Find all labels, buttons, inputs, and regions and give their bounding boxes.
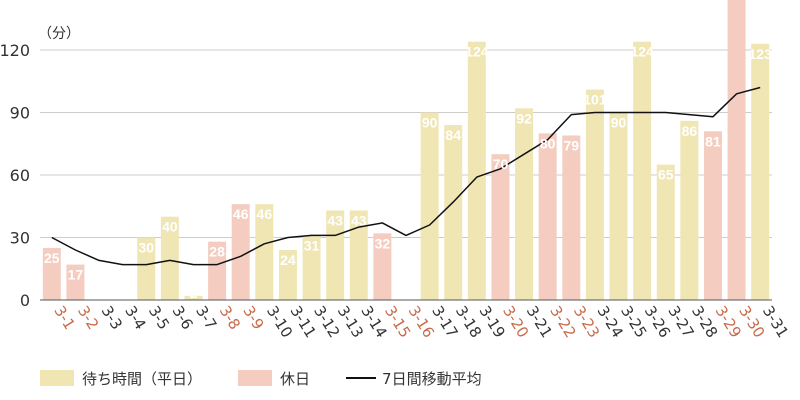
legend-label-moving-average: 7日間移動平均 bbox=[382, 369, 482, 388]
x-tick-label: 3-6 bbox=[168, 303, 196, 333]
legend-swatch-moving-average bbox=[346, 377, 377, 379]
bar-value-label: 86 bbox=[682, 123, 698, 139]
x-tick-label: 3-9 bbox=[239, 303, 267, 333]
bar-value-label: 46 bbox=[257, 206, 273, 222]
x-tick-label: 3-3 bbox=[98, 303, 126, 333]
bar-value-label: 2 bbox=[190, 285, 198, 301]
bar bbox=[184, 295, 203, 300]
bar-value-label: 30 bbox=[138, 240, 154, 256]
x-tick-label: 3-7 bbox=[192, 303, 220, 333]
bar bbox=[278, 250, 297, 300]
bar-value-label: 46 bbox=[233, 206, 249, 222]
bar bbox=[727, 0, 746, 300]
legend-swatch-weekday bbox=[40, 370, 74, 386]
y-tick-label: 90 bbox=[10, 104, 30, 123]
bar bbox=[609, 112, 628, 300]
x-tick-label: 3-4 bbox=[121, 303, 149, 333]
bar bbox=[633, 41, 652, 300]
legend: 待ち時間（平日） 休日 7日間移動平均 bbox=[40, 366, 518, 390]
bar-value-label: 84 bbox=[445, 127, 461, 143]
bar bbox=[585, 89, 604, 300]
bar-value-label: 17 bbox=[68, 267, 84, 283]
bar bbox=[137, 237, 156, 300]
bar-value-label: 124 bbox=[630, 44, 654, 60]
bar bbox=[420, 112, 439, 300]
y-tick-label: 60 bbox=[10, 166, 30, 185]
bar-value-label: 65 bbox=[658, 167, 674, 183]
bar bbox=[160, 216, 179, 300]
bar-value-label: 31 bbox=[304, 237, 320, 253]
bar bbox=[491, 154, 510, 300]
x-tick-label: 3-31 bbox=[759, 303, 792, 341]
bar bbox=[349, 210, 368, 300]
bar-value-label: 0 bbox=[95, 285, 103, 301]
moving-average-line bbox=[51, 86, 761, 266]
x-tick-label: 3-2 bbox=[74, 303, 102, 333]
bar bbox=[538, 133, 557, 300]
bar bbox=[231, 204, 250, 300]
bar-value-label: 24 bbox=[280, 252, 296, 268]
legend-item-weekday: 待ち時間（平日） bbox=[40, 368, 202, 389]
bar bbox=[42, 247, 61, 300]
bar bbox=[302, 235, 321, 300]
bar-value-label: 79 bbox=[564, 137, 580, 153]
bar-value-label: 0 bbox=[402, 285, 410, 301]
legend-label-holiday: 休日 bbox=[280, 369, 311, 388]
bar-value-label: 81 bbox=[705, 133, 721, 149]
bar-value-label: 25 bbox=[44, 250, 60, 266]
bar-value-label: 90 bbox=[422, 115, 438, 131]
bar-value-label: 124 bbox=[465, 44, 489, 60]
bar bbox=[680, 120, 699, 300]
bar bbox=[326, 210, 345, 300]
bar-value-label: 92 bbox=[516, 110, 532, 126]
legend-label-weekday: 待ち時間（平日） bbox=[82, 369, 203, 388]
bar-value-label: 28 bbox=[209, 244, 225, 260]
bar-value-label: 80 bbox=[540, 135, 556, 151]
y-tick-label: 120 bbox=[0, 41, 30, 60]
bar bbox=[66, 264, 85, 300]
x-tick-label: 3-5 bbox=[145, 303, 173, 333]
legend-item-holiday: 休日 bbox=[238, 368, 310, 389]
bar bbox=[562, 135, 581, 300]
bar-value-label: 32 bbox=[375, 235, 391, 251]
bar-value-label: 0 bbox=[119, 285, 127, 301]
x-tick-label: 3-8 bbox=[216, 303, 244, 333]
bar bbox=[703, 131, 722, 300]
bar bbox=[373, 233, 392, 300]
y-unit-label: （分） bbox=[38, 26, 80, 42]
legend-item-moving-average: 7日間移動平均 bbox=[346, 368, 482, 389]
bar bbox=[751, 43, 770, 300]
bar-value-label: 123 bbox=[749, 46, 773, 62]
bar-value-label: 43 bbox=[351, 212, 367, 228]
y-tick-label: 30 bbox=[10, 229, 30, 248]
bar bbox=[444, 125, 463, 300]
bar bbox=[515, 108, 534, 300]
x-tick-label: 3-1 bbox=[50, 303, 78, 333]
bar-value-label: 43 bbox=[327, 212, 343, 228]
bar bbox=[255, 204, 274, 300]
bar-value-label: 101 bbox=[583, 92, 607, 108]
bar bbox=[467, 41, 486, 300]
y-tick-label: 0 bbox=[20, 291, 30, 310]
bar bbox=[208, 241, 227, 300]
bar bbox=[656, 164, 675, 300]
bar-value-label: 90 bbox=[611, 115, 627, 131]
legend-swatch-holiday bbox=[238, 370, 273, 386]
bar-value-label: 70 bbox=[493, 156, 509, 172]
bar-value-label: 40 bbox=[162, 219, 178, 235]
